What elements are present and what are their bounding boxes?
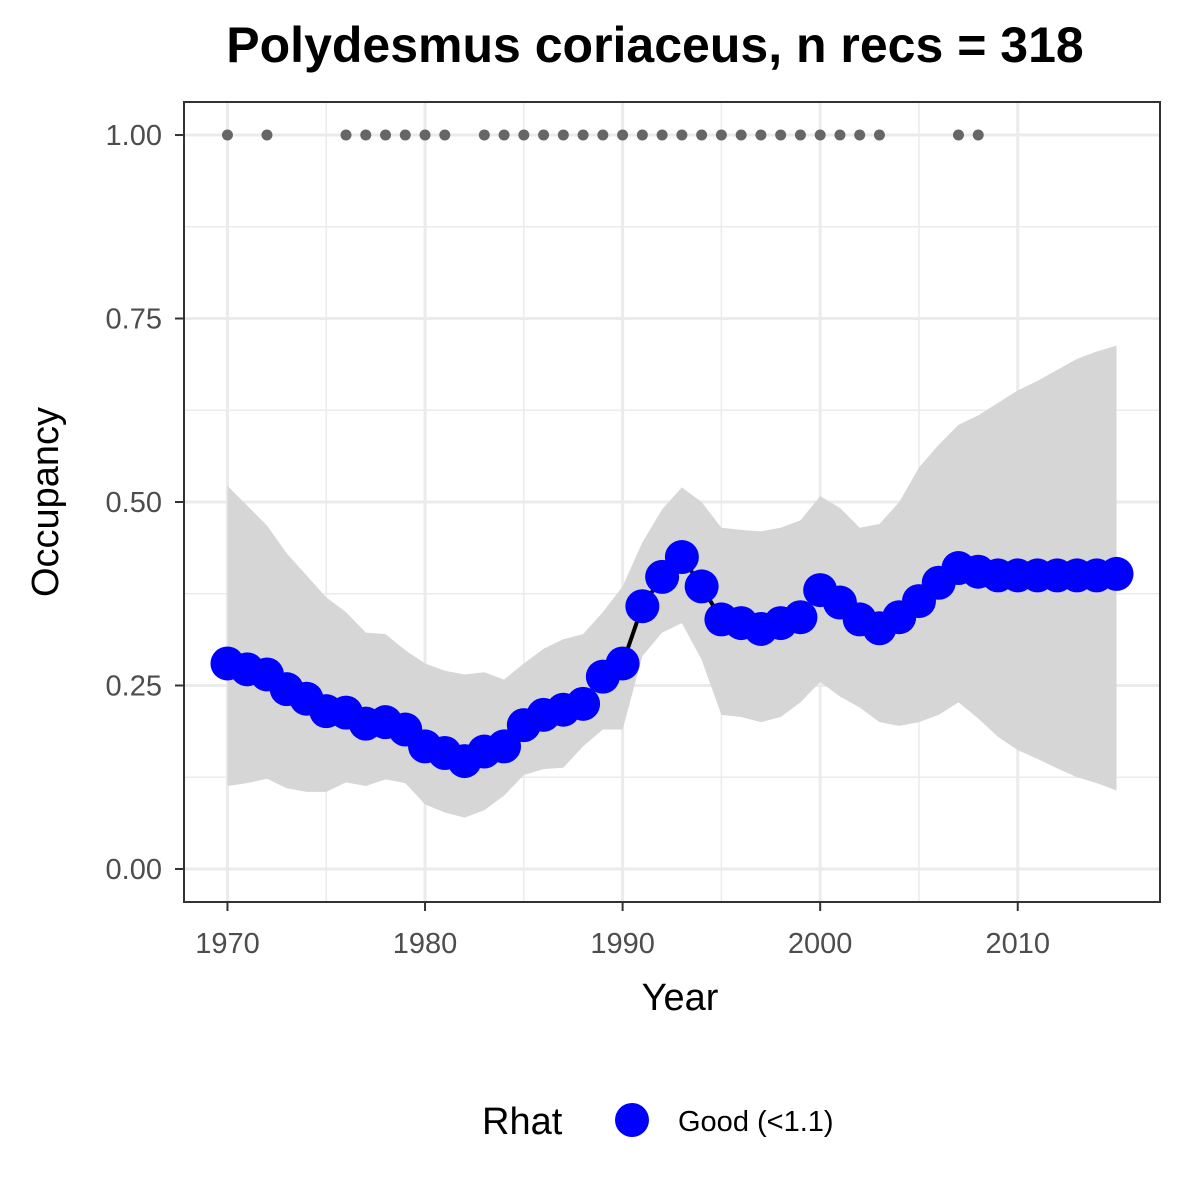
record-point xyxy=(538,129,550,141)
record-point xyxy=(360,129,372,141)
y-tick-label: 0.75 xyxy=(106,304,162,336)
record-point xyxy=(380,129,392,141)
y-axis-title: Occupancy xyxy=(25,407,67,597)
x-tick-label: 1970 xyxy=(195,928,260,960)
x-axis-title: Year xyxy=(642,977,719,1019)
record-point xyxy=(498,129,510,141)
y-tick-label: 0.00 xyxy=(106,854,162,886)
occupancy-point xyxy=(566,686,601,721)
record-point xyxy=(715,129,727,141)
record-point xyxy=(439,129,451,141)
record-point xyxy=(577,129,589,141)
record-point xyxy=(656,129,668,141)
record-point xyxy=(557,129,569,141)
y-tick-label: 0.25 xyxy=(106,670,162,702)
legend-title: Rhat xyxy=(482,1101,563,1143)
x-tick-label: 1990 xyxy=(590,928,655,960)
record-point xyxy=(221,129,233,141)
occupancy-point xyxy=(684,569,719,604)
points-layer xyxy=(210,540,1134,779)
legend-label-good: Good (<1.1) xyxy=(678,1106,834,1138)
y-axis: 0.00 0.25 0.50 0.75 1.00 xyxy=(106,120,184,886)
record-point xyxy=(735,129,747,141)
record-point xyxy=(597,129,609,141)
record-point xyxy=(794,129,806,141)
occupancy-point xyxy=(487,729,522,764)
record-point xyxy=(696,129,708,141)
record-point xyxy=(399,129,411,141)
record-point xyxy=(775,129,787,141)
plot-panel xyxy=(183,101,1161,903)
record-point xyxy=(518,129,530,141)
record-point xyxy=(617,129,629,141)
record-point xyxy=(854,129,866,141)
record-point xyxy=(676,129,688,141)
occupancy-point xyxy=(625,589,660,624)
occupancy-point xyxy=(664,540,699,575)
record-point xyxy=(340,129,352,141)
records-layer xyxy=(221,129,984,141)
record-point xyxy=(952,129,964,141)
x-tick-label: 1980 xyxy=(393,928,458,960)
x-tick-label: 2000 xyxy=(788,928,853,960)
occupancy-point xyxy=(605,646,640,681)
occupancy-point xyxy=(1099,556,1134,591)
record-point xyxy=(478,129,490,141)
record-point xyxy=(814,129,826,141)
occupancy-point xyxy=(783,600,818,635)
y-tick-label: 1.00 xyxy=(106,120,162,152)
record-point xyxy=(636,129,648,141)
legend-key-good xyxy=(615,1103,649,1137)
x-tick-label: 2010 xyxy=(985,928,1050,960)
record-point xyxy=(972,129,984,141)
record-point xyxy=(834,129,846,141)
record-point xyxy=(755,129,767,141)
record-point xyxy=(873,129,885,141)
record-point xyxy=(419,129,431,141)
record-point xyxy=(261,129,273,141)
x-axis: 1970 1980 1990 2000 2010 xyxy=(195,902,1050,960)
legend: Rhat Good (<1.1) xyxy=(482,1101,834,1143)
chart-title: Polydesmus coriaceus, n recs = 318 xyxy=(226,17,1083,73)
y-tick-label: 0.50 xyxy=(106,487,162,519)
